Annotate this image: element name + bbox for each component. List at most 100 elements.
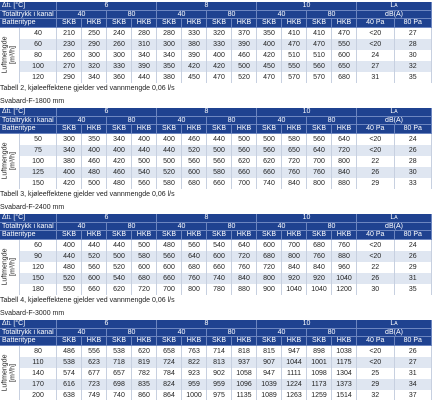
value-cell: 37 <box>395 389 432 400</box>
flow-label-text: Luftmengde <box>1 142 9 180</box>
value-cell: 723 <box>82 378 107 390</box>
value-cell: 470 <box>257 71 282 83</box>
group-header: 6 <box>57 2 157 11</box>
dt-sub: L <box>8 2 12 9</box>
value-cell: 680 <box>307 239 332 251</box>
pressure-header: 40 <box>57 10 107 19</box>
flow-label-cell: Luftmengde [m³/h] <box>0 345 20 400</box>
value-cell: 800 <box>307 177 332 189</box>
value-cell: 640 <box>332 133 357 145</box>
type-header: SKB <box>57 19 82 28</box>
value-cell: 947 <box>257 367 282 379</box>
pressure-label: Totaltrykk i kanal [Pa] <box>0 10 57 19</box>
value-cell: 27 <box>395 27 432 39</box>
db-pressure-header: 40 Pa <box>357 19 395 28</box>
value-cell: 864 <box>157 389 182 400</box>
value-cell: 400 <box>157 133 182 145</box>
value-cell: 330 <box>107 60 132 72</box>
value-cell: 920 <box>282 272 307 284</box>
value-cell: 480 <box>107 177 132 189</box>
flow-cell: 80 <box>20 49 57 61</box>
value-cell: 1044 <box>282 356 307 368</box>
value-cell: 749 <box>82 389 107 400</box>
value-cell: 560 <box>132 177 157 189</box>
type-label: Batteritype <box>0 19 57 28</box>
value-cell: 819 <box>132 356 157 368</box>
value-cell: 560 <box>157 250 182 262</box>
pressure-header: 80 <box>207 10 257 19</box>
db-pressure-header: 80 Pa <box>394 231 432 240</box>
type-header: SKB <box>257 125 282 134</box>
value-cell: 300 <box>57 133 82 145</box>
value-cell: 784 <box>157 367 182 379</box>
value-cell: 370 <box>232 27 257 39</box>
value-cell: 880 <box>232 283 257 295</box>
value-cell: 840 <box>307 261 332 273</box>
flow-cell: 90 <box>20 250 57 262</box>
value-cell: 959 <box>207 378 232 390</box>
value-cell: 800 <box>332 155 357 167</box>
value-cell: 29 <box>357 177 395 189</box>
value-cell: 30 <box>395 49 432 61</box>
level: L <box>390 320 395 328</box>
value-cell: 560 <box>82 261 107 273</box>
flow-label: Luftmengde [m³/h] <box>2 37 18 74</box>
value-cell: 650 <box>282 144 307 156</box>
value-cell: 1173 <box>307 378 332 390</box>
value-cell: 410 <box>282 27 307 39</box>
type-header: HKB <box>232 231 257 240</box>
value-cell: 500 <box>232 133 257 145</box>
pressure-header: 80 <box>107 10 157 19</box>
value-cell: 400 <box>57 166 82 178</box>
flow-cell: 170 <box>20 378 57 390</box>
flow-label-text: Luftmengde <box>1 248 9 286</box>
pressure-header: 40 <box>257 116 307 125</box>
value-cell: 30 <box>357 283 395 295</box>
value-cell: 1259 <box>307 389 332 400</box>
level: L <box>390 214 395 222</box>
value-cell: 310 <box>132 38 157 50</box>
value-cell: 24 <box>395 133 432 145</box>
dt-unit: [°C] <box>13 2 26 10</box>
value-cell: 700 <box>282 239 307 251</box>
type-header: HKB <box>82 337 107 346</box>
value-cell: 760 <box>332 239 357 251</box>
value-cell: 1040 <box>282 283 307 295</box>
flow-cell: 120 <box>20 71 57 83</box>
value-cell: 300 <box>157 38 182 50</box>
value-cell: 658 <box>157 345 182 357</box>
group-header: 10 <box>257 2 357 11</box>
value-cell: 420 <box>107 155 132 167</box>
value-cell: 26 <box>394 250 432 262</box>
flow-cell: 75 <box>20 144 57 156</box>
value-cell: 840 <box>282 177 307 189</box>
value-cell: 677 <box>82 367 107 379</box>
value-cell: 714 <box>207 345 232 357</box>
value-cell: 400 <box>107 144 132 156</box>
type-header: HKB <box>132 19 157 28</box>
value-cell: 320 <box>82 60 107 72</box>
value-cell: 560 <box>232 144 257 156</box>
type-header: SKB <box>57 125 82 134</box>
db-pressure-header: 40 Pa <box>357 231 395 240</box>
value-cell: 560 <box>182 239 207 251</box>
value-cell: 31 <box>394 272 432 284</box>
caption: Tabell 4, kjøleeffektene gjelder ved van… <box>0 296 175 304</box>
value-cell: 330 <box>207 38 232 50</box>
value-cell: 560 <box>307 133 332 145</box>
flow-cell: 150 <box>20 272 57 284</box>
value-cell: 580 <box>282 133 307 145</box>
dt: Δt <box>2 108 9 116</box>
type-header: HKB <box>332 125 357 134</box>
pressure-header: 80 <box>307 222 357 231</box>
value-cell: 350 <box>82 133 107 145</box>
type-header: SKB <box>157 125 182 134</box>
db-pressure-header: 40 Pa <box>357 125 395 134</box>
value-cell: 959 <box>182 378 207 390</box>
value-cell: 420 <box>207 60 232 72</box>
pressure-header: 40 <box>257 222 307 231</box>
type-header: HKB <box>82 231 107 240</box>
value-cell: 260 <box>57 49 82 61</box>
value-cell: 24 <box>395 239 432 251</box>
